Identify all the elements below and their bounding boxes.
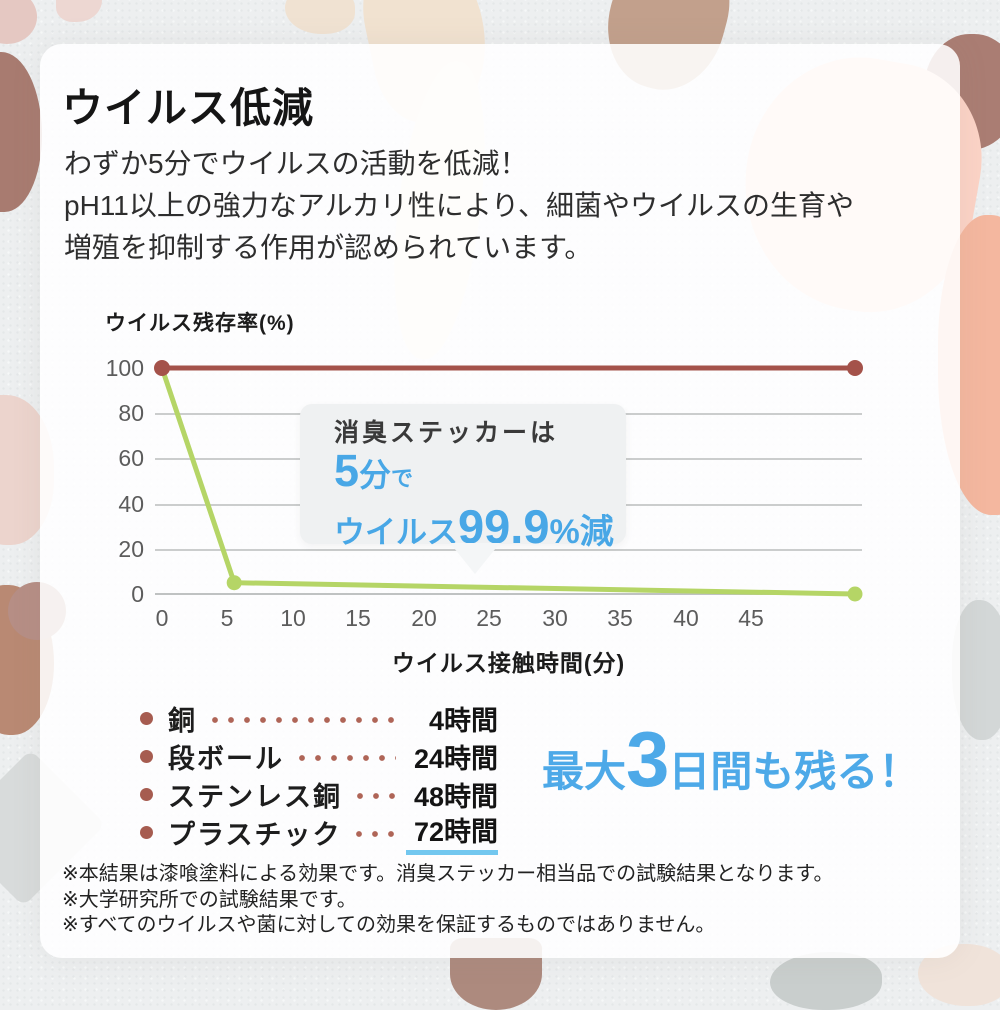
- y-tick-40: 40: [118, 491, 144, 517]
- y-tick-60: 60: [118, 445, 144, 471]
- x-tick-10: 10: [280, 605, 306, 631]
- intro-text: わずか5分でウイルスの活動を低減！ pH11以上の強力なアルカリ性により、細菌や…: [64, 143, 854, 269]
- x-tick-20: 20: [411, 605, 437, 631]
- callout-bubble: 消臭ステッカーは 5分で ウイルス99.9%減: [300, 404, 626, 574]
- dotted-leader: [352, 788, 396, 804]
- dotted-leader: [351, 826, 396, 842]
- bullet-icon: [140, 787, 153, 801]
- decorative-blob: [952, 600, 1000, 740]
- intro-line-1: わずか5分でウイルスの活動を低減！: [64, 148, 528, 179]
- footnotes: ※本結果は漆喰塗料による効果です。消臭ステッカー相当品での試験結果となります。 …: [62, 862, 834, 939]
- y-tick-80: 80: [118, 400, 144, 426]
- legend-row-copper: 銅 4時間: [140, 699, 498, 737]
- legend-label: ステンレス銅: [168, 781, 342, 812]
- y-tick-0: 0: [131, 581, 144, 607]
- callout-result-suffix: %減: [549, 513, 614, 551]
- dotted-leader: [294, 750, 396, 766]
- x-tick-30: 30: [542, 605, 568, 631]
- legend-label: プラスチック: [168, 819, 342, 850]
- punchline-big-number: 3: [626, 715, 669, 803]
- x-tick-5: 5: [220, 605, 234, 631]
- bullet-icon: [140, 825, 153, 839]
- chart-lines-svg: [154, 360, 863, 602]
- legend-label: 段ボール: [168, 743, 284, 774]
- callout-minutes: 5分で: [334, 448, 626, 505]
- x-tick-35: 35: [607, 605, 633, 631]
- chart-y-axis-title: ウイルス残存率(%): [105, 312, 295, 335]
- legend-row-cardboard: 段ボール 24時間: [140, 737, 498, 775]
- y-tick-100: 100: [105, 355, 144, 381]
- callout-tail: [450, 543, 500, 574]
- footnote-2: ※大学研究所での試験結果です。: [62, 888, 357, 911]
- x-tick-25: 25: [476, 605, 502, 631]
- x-tick-40: 40: [673, 605, 699, 631]
- materials-legend: 銅 4時間 段ボール 24時間 ステンレス銅 48時間 プラスチック 72時間: [140, 699, 498, 855]
- intro-line-3: 増殖を抑制する作用が認められています。: [64, 232, 593, 263]
- x-tick-0: 0: [155, 605, 169, 631]
- chart-x-axis-title: ウイルス接触時間(分): [391, 650, 626, 676]
- intro-line-2: pH11以上の強力なアルカリ性により、細菌やウイルスの生育や: [64, 190, 855, 221]
- callout-minutes-number: 5: [334, 445, 360, 496]
- footnote-3: ※すべてのウイルスや菌に対しての効果を保証するものではありません。: [62, 914, 716, 936]
- legend-value-highlighted: 72時間: [406, 810, 498, 855]
- legend-value: 4時間: [428, 705, 498, 736]
- legend-label: 銅: [168, 705, 197, 736]
- punchline-prefix: 最大: [542, 748, 627, 795]
- page-title: ウイルス低減: [62, 85, 314, 131]
- footnote-1: ※本結果は漆喰塗料による効果です。消臭ステッカー相当品での試験結果となります。: [62, 863, 834, 885]
- legend-row-stainless: ステンレス銅 48時間: [140, 775, 498, 813]
- legend-row-plastic: プラスチック 72時間: [140, 813, 498, 855]
- x-tick-45: 45: [738, 605, 764, 631]
- legend-value: 24時間: [413, 743, 498, 774]
- legend-value: 48時間: [413, 781, 498, 812]
- bullet-icon: [140, 749, 153, 763]
- dotted-leader: [207, 712, 396, 728]
- callout-minutes-unit: 分: [359, 457, 392, 493]
- callout-result-prefix: ウイルス: [334, 515, 458, 550]
- gridline-20: [155, 549, 862, 551]
- bullet-icon: [140, 711, 153, 725]
- punchline-suffix: 日間も残る！: [668, 748, 921, 795]
- y-tick-20: 20: [118, 536, 144, 562]
- callout-heading: 消臭ステッカーは: [334, 419, 559, 447]
- punchline: 最大3日間も残る！: [542, 714, 962, 805]
- callout-minutes-particle: で: [391, 466, 414, 491]
- x-tick-15: 15: [345, 605, 371, 631]
- decorative-blob: [56, 0, 102, 22]
- x-axis-line: [155, 593, 862, 595]
